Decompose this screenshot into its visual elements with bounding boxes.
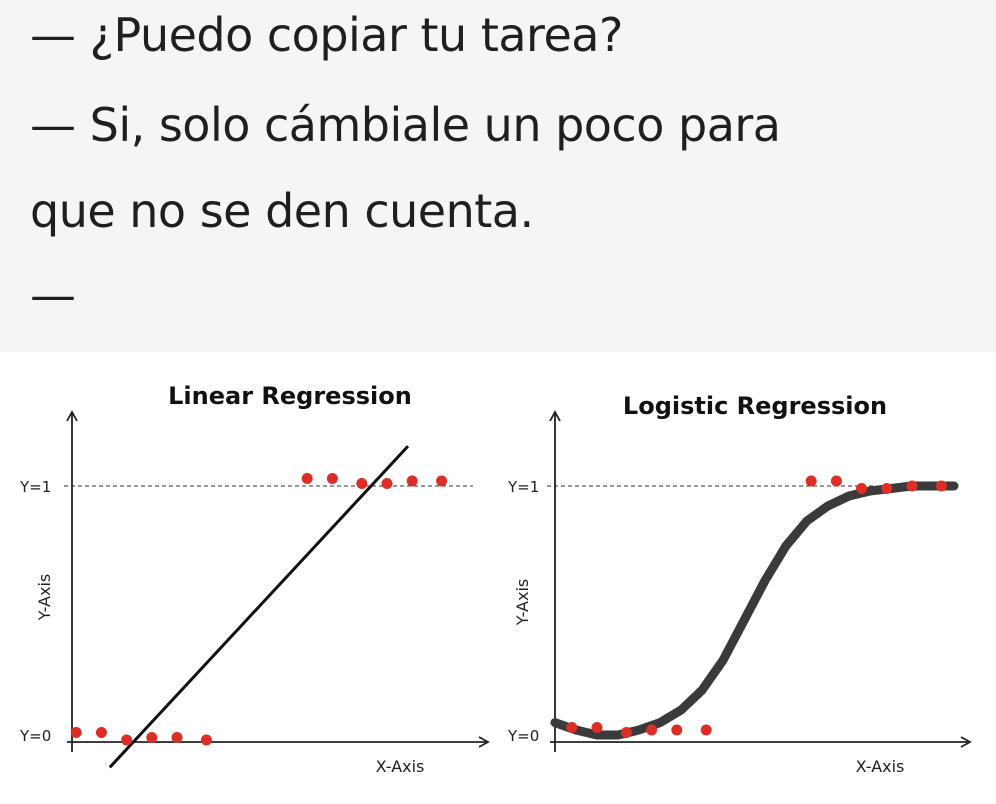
logistic-data-point bbox=[620, 727, 632, 739]
logistic-data-point bbox=[906, 480, 918, 492]
meme-line-3: que no se den cuenta. bbox=[30, 184, 534, 238]
linear-y-axis-arrow-icon bbox=[66, 410, 78, 422]
linear-data-point bbox=[406, 475, 418, 487]
linear-data-point bbox=[95, 727, 107, 739]
linear-data-point bbox=[356, 478, 368, 490]
linear-fit-line bbox=[108, 445, 410, 769]
chart-area: Linear Regression Y=1 Y=0 X-Axis Y-Axis Logis… bbox=[0, 352, 996, 800]
logistic-data-point bbox=[671, 724, 683, 736]
linear-data-point bbox=[436, 475, 448, 487]
linear-data-point bbox=[146, 731, 158, 743]
logistic-data-point bbox=[856, 482, 868, 494]
logistic-data-point bbox=[805, 475, 817, 487]
logistic-data-point bbox=[830, 475, 842, 487]
logistic-data-point bbox=[591, 722, 603, 734]
logistic-data-point bbox=[566, 722, 578, 734]
linear-data-point bbox=[381, 478, 393, 490]
linear-x-axis-label: X-Axis bbox=[376, 757, 425, 776]
linear-data-point bbox=[121, 734, 133, 746]
meme-line-1: — ¿Puedo copiar tu tarea? bbox=[30, 8, 623, 62]
logistic-tick-label-y0: Y=0 bbox=[507, 727, 539, 745]
logistic-x-axis-arrow-icon bbox=[960, 736, 972, 748]
logistic-data-point bbox=[646, 724, 658, 736]
linear-tick-label-y0: Y=0 bbox=[19, 727, 51, 745]
linear-x-axis-arrow-icon bbox=[478, 736, 490, 748]
regression-charts: Linear Regression Y=1 Y=0 X-Axis Y-Axis Logis… bbox=[19, 382, 972, 776]
linear-chart-title: Linear Regression bbox=[168, 382, 412, 410]
logistic-y-axis-label: Y-Axis bbox=[513, 579, 532, 627]
linear-data-point bbox=[171, 731, 183, 743]
logistic-sigmoid-curve bbox=[550, 481, 959, 740]
logistic-tick-label-y1: Y=1 bbox=[507, 478, 539, 496]
linear-data-point bbox=[200, 734, 212, 746]
linear-tick-label-y1: Y=1 bbox=[19, 478, 51, 496]
logistic-data-point bbox=[935, 480, 947, 492]
meme-line-2: — Si, solo cámbiale un poco para bbox=[30, 98, 781, 152]
meme-text-panel: — ¿Puedo copiar tu tarea? — Si, solo cám… bbox=[0, 0, 996, 352]
linear-data-point bbox=[70, 727, 82, 739]
linear-y-axis-label: Y-Axis bbox=[35, 574, 54, 622]
linear-data-point bbox=[326, 473, 338, 485]
logistic-x-axis-label: X-Axis bbox=[856, 757, 905, 776]
logistic-chart-title: Logistic Regression bbox=[623, 392, 887, 420]
logistic-y-axis-arrow-icon bbox=[549, 410, 561, 422]
meme-line-4: — bbox=[30, 268, 76, 322]
logistic-data-point bbox=[881, 482, 893, 494]
linear-data-point bbox=[301, 473, 313, 485]
logistic-data-point bbox=[700, 724, 712, 736]
